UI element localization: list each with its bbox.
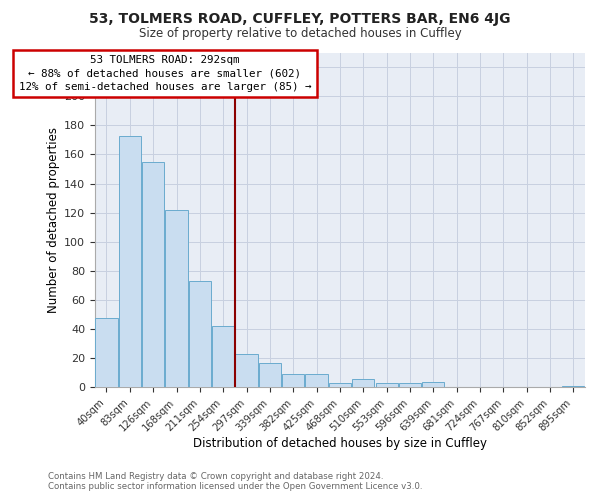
X-axis label: Distribution of detached houses by size in Cuffley: Distribution of detached houses by size … (193, 437, 487, 450)
Bar (119, 136, 141, 388)
Bar (562, 386, 584, 388)
Bar (189, 281, 211, 388)
Bar (282, 374, 304, 388)
Bar (305, 374, 328, 388)
Bar (166, 210, 188, 388)
Bar (399, 383, 421, 388)
Text: Contains HM Land Registry data © Crown copyright and database right 2024.: Contains HM Land Registry data © Crown c… (48, 472, 383, 481)
Text: Contains public sector information licensed under the Open Government Licence v3: Contains public sector information licen… (48, 482, 422, 491)
Bar (212, 326, 234, 388)
Bar (352, 379, 374, 388)
Text: 53, TOLMERS ROAD, CUFFLEY, POTTERS BAR, EN6 4JG: 53, TOLMERS ROAD, CUFFLEY, POTTERS BAR, … (89, 12, 511, 26)
Bar (95, 318, 118, 388)
Bar (376, 383, 398, 388)
Bar (329, 383, 351, 388)
Bar (259, 362, 281, 388)
Text: Size of property relative to detached houses in Cuffley: Size of property relative to detached ho… (139, 28, 461, 40)
Text: 53 TOLMERS ROAD: 292sqm
← 88% of detached houses are smaller (602)
12% of semi-d: 53 TOLMERS ROAD: 292sqm ← 88% of detache… (19, 56, 311, 92)
Bar (422, 382, 445, 388)
Bar (235, 354, 257, 388)
Y-axis label: Number of detached properties: Number of detached properties (47, 127, 59, 313)
Bar (142, 162, 164, 388)
